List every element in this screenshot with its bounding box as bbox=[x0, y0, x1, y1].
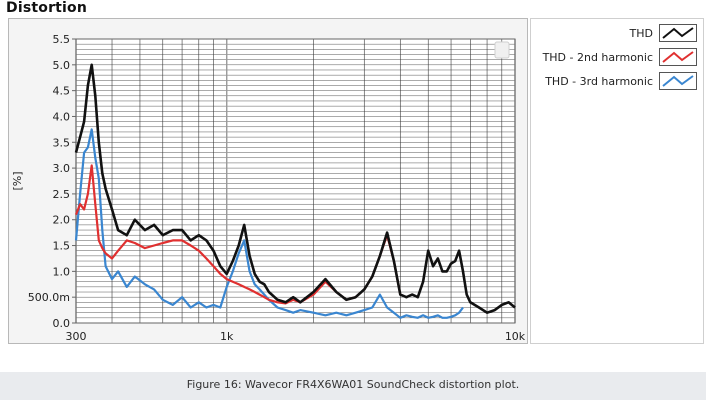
legend-item-3rd-harmonic[interactable]: THD - 3rd harmonic bbox=[545, 71, 697, 91]
y-tick-label: 500.0m bbox=[28, 291, 70, 304]
y-tick-label: 1.5 bbox=[53, 240, 71, 253]
y-axis-label: [%] bbox=[11, 171, 24, 190]
plot-border bbox=[75, 38, 516, 324]
y-tick-label: 2.5 bbox=[53, 188, 71, 201]
legend-swatch-thd-icon bbox=[659, 24, 697, 42]
legend-label-thd: THD bbox=[629, 26, 653, 40]
y-tick-label: 5.0 bbox=[53, 59, 71, 72]
caption-bar: Figure 16: Wavecor FR4X6WA01 SoundCheck … bbox=[0, 372, 706, 400]
y-tick-label: 4.0 bbox=[53, 110, 71, 123]
plot-tool-icon[interactable] bbox=[494, 41, 510, 59]
legend-swatch-2nd-harmonic-icon bbox=[659, 48, 697, 66]
y-tick-label: 1.0 bbox=[53, 265, 71, 278]
distortion-chart: 0.0 500.0m 1.0 1.5 2.0 2.5 3.0 3.5 4.0 4.5 5.0 5.5 3… bbox=[11, 33, 526, 343]
y-tick-label: 3.0 bbox=[53, 162, 71, 175]
x-tick-label: 1k bbox=[220, 330, 234, 343]
figure-caption: Figure 16: Wavecor FR4X6WA01 SoundCheck … bbox=[186, 378, 520, 391]
plot-area bbox=[76, 39, 515, 323]
y-tick-label: 0.0 bbox=[53, 317, 71, 330]
legend-item-thd[interactable]: THD bbox=[630, 23, 697, 43]
y-tick-label: 4.5 bbox=[53, 85, 71, 98]
y-tick-label: 2.0 bbox=[53, 214, 71, 227]
panel-title: Distortion bbox=[6, 0, 88, 16]
x-tick-label: 10k bbox=[505, 330, 526, 343]
plot-frame: 0.0 500.0m 1.0 1.5 2.0 2.5 3.0 3.5 4.0 4.5 5.0 5.5 3… bbox=[8, 18, 528, 344]
legend: THD THD - 2nd harmonic THD - 3rd harmoni… bbox=[530, 18, 704, 344]
y-tick-label: 5.5 bbox=[53, 33, 71, 46]
series-thd-line[interactable] bbox=[74, 63, 516, 315]
x-tick-label: 300 bbox=[66, 330, 87, 343]
legend-label-2nd-harmonic: THD - 2nd harmonic bbox=[542, 50, 653, 64]
distortion-panel: Distortion 0.0 500.0m 1.0 1.5 2.0 2.5 3.0 3.5 4.… bbox=[6, 0, 704, 344]
legend-swatch-3rd-harmonic-icon bbox=[659, 72, 697, 90]
legend-item-2nd-harmonic[interactable]: THD - 2nd harmonic bbox=[543, 47, 697, 67]
series-3rd-harmonic-line[interactable] bbox=[74, 128, 464, 319]
y-tick-label: 3.5 bbox=[53, 136, 71, 149]
legend-label-3rd-harmonic: THD - 3rd harmonic bbox=[545, 74, 653, 88]
